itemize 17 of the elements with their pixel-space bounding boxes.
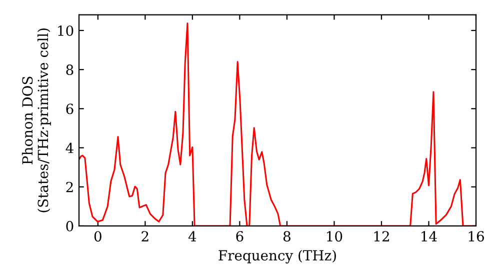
y-tick-label: 10 xyxy=(58,25,74,36)
x-tick-label: 8 xyxy=(283,231,290,242)
x-tick-label: 0 xyxy=(94,231,102,242)
y-tick-label: 8 xyxy=(66,64,74,76)
x-tick-label: 2 xyxy=(142,231,148,242)
y-tick-label: 4 xyxy=(66,142,74,154)
x-tick-label: 4 xyxy=(188,231,196,242)
y-tick-label: 0 xyxy=(66,220,74,232)
x-tick-label: 6 xyxy=(236,231,244,242)
y-tick-label: 2 xyxy=(66,182,73,192)
y-axis-title: Phonon DOS (States/THz·primitive cell) xyxy=(22,28,51,212)
x-tick-label: 14 xyxy=(422,231,437,242)
x-tick-label: 10 xyxy=(327,231,342,242)
x-tick-label: 16 xyxy=(468,231,484,242)
y-tick-label: 6 xyxy=(66,104,74,114)
x-axis-title: Frequency (THz) xyxy=(218,250,336,264)
x-tick-label: 12 xyxy=(374,231,389,242)
